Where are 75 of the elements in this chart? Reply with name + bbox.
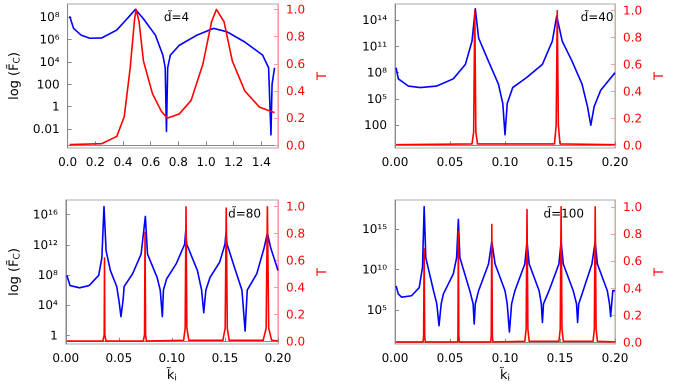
- y-tick-label: 10¹²: [32, 238, 58, 252]
- y-tick-label: 10¹⁵: [362, 222, 388, 236]
- y2-tick-label: 1.0: [286, 2, 306, 16]
- y-tick-label: 10¹⁴: [362, 13, 388, 28]
- y2-tick-label: 0.2: [286, 308, 306, 322]
- x-tick-label: 0.15: [212, 351, 238, 365]
- annotation: d̃=40: [580, 10, 614, 24]
- x-tick-label: 0.15: [546, 351, 574, 365]
- y2-axis-title: T: [315, 268, 330, 277]
- x-tick-label: 0.20: [602, 155, 628, 169]
- y2-tick-label: 0.4: [286, 84, 306, 98]
- x-tick-label: 1.0: [196, 155, 216, 169]
- y-tick-label: 100: [364, 118, 387, 132]
- x-tick-label: 0.8: [168, 155, 188, 169]
- y2-axis-title: T: [652, 268, 667, 277]
- x-tick-label: 0.15: [546, 155, 574, 169]
- y2-tick-label: 1.0: [286, 200, 306, 214]
- y2-tick-label: 1.0: [623, 4, 642, 18]
- y2-tick-label: 0.6: [286, 254, 306, 268]
- x-tick-label: 0.05: [436, 351, 464, 365]
- x-tick-label: 0.20: [602, 351, 628, 365]
- y2-tick-label: 0.6: [286, 56, 306, 71]
- x-tick-label: 0.10: [158, 351, 186, 365]
- y2-tick-label: 0.4: [623, 281, 642, 296]
- y-tick-label: 1: [52, 100, 60, 114]
- y2-tick-label: 0.2: [623, 308, 642, 322]
- y-tick-label: 10⁸: [38, 268, 58, 282]
- x-tick-label: 0.10: [492, 351, 518, 365]
- y2-tick-label: 0.0: [623, 336, 642, 350]
- y2-tick-label: 0.0: [286, 138, 306, 152]
- x-tick-label: 0.0: [58, 155, 78, 169]
- x-tick-label: 0.20: [264, 351, 292, 365]
- y-tick-label: 1: [50, 328, 58, 342]
- y2-tick-label: 0.0: [286, 334, 306, 349]
- x-tick-label: 1.2: [224, 155, 244, 169]
- y2-axis-title: T: [652, 72, 667, 81]
- y-tick-label: 10⁸: [366, 66, 388, 80]
- y2-tick-label: 0.2: [286, 111, 306, 126]
- y-tick-label: 100: [36, 77, 60, 92]
- y-tick-label: 10¹⁰: [362, 262, 388, 277]
- y-tick-label: 10⁴: [38, 298, 58, 312]
- x-tick-label: 0.00: [382, 351, 408, 365]
- y-tick-label: 0.01: [32, 122, 60, 136]
- y2-tick-label: 0.8: [286, 30, 306, 44]
- y2-tick-label: 0.8: [623, 226, 642, 241]
- x-tick-label: 0.4: [113, 155, 133, 169]
- x-tick-label: 0.00: [382, 155, 408, 169]
- x-tick-label: 0.10: [492, 155, 518, 169]
- y-tick-label: 10⁵: [366, 92, 388, 106]
- y2-tick-label: 0.4: [286, 280, 306, 295]
- y2-tick-label: 0.4: [623, 84, 642, 98]
- y-tick-label: 10⁶: [40, 32, 60, 47]
- y-axis-title: log (F̃C): [6, 52, 22, 100]
- y-tick-label: 10⁵: [366, 303, 388, 318]
- y2-tick-label: 0.6: [623, 58, 642, 72]
- y-tick-label: 10¹¹: [362, 39, 388, 54]
- x-tick-label: 0.05: [436, 155, 464, 169]
- x-tick-label: 0.2: [86, 155, 105, 169]
- y2-tick-label: 0.6: [623, 254, 642, 268]
- y2-tick-label: 0.8: [286, 226, 306, 241]
- x-tick-label: 0.00: [52, 351, 80, 365]
- x-tick-label: 0.6: [141, 155, 160, 169]
- y2-tick-label: 0.0: [623, 138, 642, 152]
- annotation: d̃=80: [228, 206, 262, 220]
- annotation: d̃=4: [164, 10, 190, 24]
- x-tick-label: 0.05: [105, 351, 132, 365]
- y-tick-label: 10¹⁶: [32, 208, 58, 222]
- y2-tick-label: 0.2: [623, 111, 642, 126]
- y-tick-label: 10⁴: [40, 54, 60, 69]
- x-tick-label: 1.4: [252, 155, 271, 169]
- y2-tick-label: 1.0: [623, 200, 642, 214]
- y2-tick-label: 0.8: [623, 30, 642, 45]
- y-axis-title: log (F̃C): [6, 248, 22, 296]
- y2-axis-title: T: [315, 72, 330, 81]
- y-tick-label: 10⁸: [40, 10, 60, 24]
